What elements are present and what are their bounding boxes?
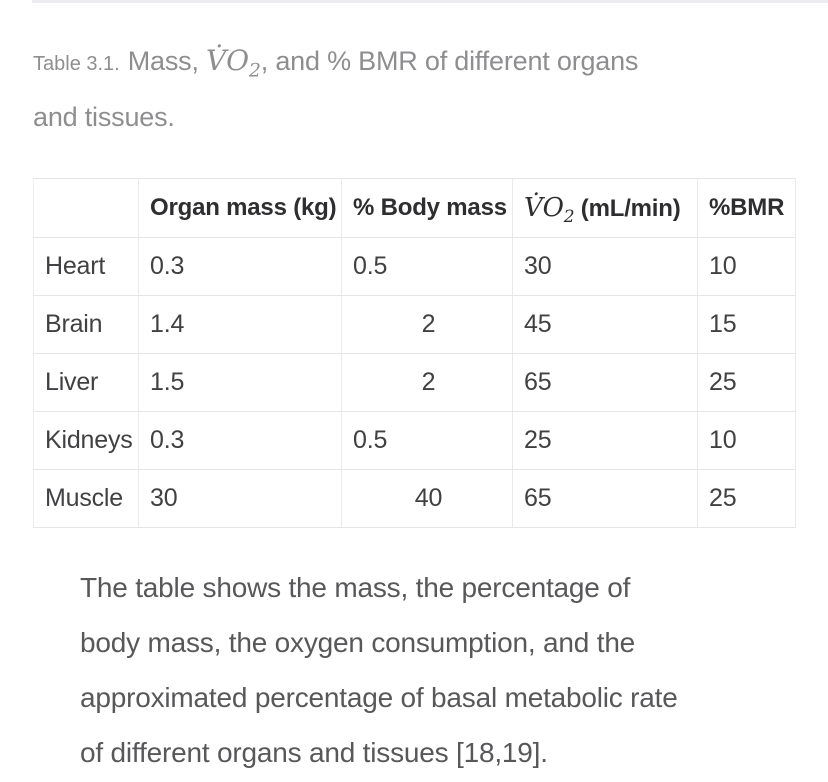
column-header-organ — [33, 178, 139, 238]
vo2-symbol: V̇O2 — [524, 193, 575, 226]
vo2-subscript: 2 — [563, 207, 575, 228]
cell-bmr: 15 — [697, 295, 796, 354]
table-row-brain: Brain 1.4 2 45 15 — [33, 295, 796, 354]
cell-organ: Heart — [33, 237, 139, 296]
paragraph-line: body mass, the oxygen consumption, and t… — [80, 627, 636, 658]
vo2-subscript: 2 — [248, 59, 261, 82]
vo2-unit: (mL/min) — [574, 195, 681, 222]
cell-organ: Kidneys — [33, 411, 139, 470]
table-row-muscle: Muscle 30 40 65 25 — [33, 469, 796, 528]
table-caption-text-1: Mass, — [127, 46, 207, 76]
cell-vo2: 45 — [512, 295, 698, 354]
table-row-liver: Liver 1.5 2 65 25 — [33, 353, 796, 412]
cell-body-mass: 2 — [341, 295, 513, 354]
cell-bmr: 25 — [697, 353, 796, 412]
table-row-kidneys: Kidneys 0.3 0.5 25 10 — [33, 411, 796, 470]
cell-organ-mass: 0.3 — [138, 237, 342, 296]
cell-vo2: 30 — [512, 237, 698, 296]
header-row: Organ mass (kg) % Body mass V̇O2 (mL/min… — [33, 178, 796, 238]
column-header-body-mass: % Body mass — [341, 178, 513, 238]
cell-bmr: 25 — [697, 469, 796, 528]
table-caption-text-2: , and % BMR of different organs — [260, 46, 639, 76]
vo2-symbol: V̇O2 — [206, 44, 261, 80]
vo2-letters: V̇O — [206, 44, 249, 77]
table-caption: Table 3.1. Mass, V̇O2, and % BMR of diffe… — [33, 34, 805, 144]
cell-organ-mass: 30 — [138, 469, 342, 528]
table-caption-label: Table 3.1. — [33, 53, 120, 75]
cell-body-mass: 2 — [341, 353, 513, 412]
paragraph-line: of different organs and tissues [18,19]. — [80, 737, 548, 768]
cell-body-mass: 0.5 — [341, 411, 513, 470]
top-divider — [32, 0, 828, 3]
table-row-heart: Heart 0.3 0.5 30 10 — [33, 237, 796, 296]
body-paragraph: The table shows the mass, the percentage… — [80, 560, 770, 780]
cell-vo2: 25 — [512, 411, 698, 470]
paragraph-line: approximated percentage of basal metabol… — [80, 682, 678, 713]
cell-vo2: 65 — [512, 353, 698, 412]
table-caption-text-3: and tissues. — [33, 102, 175, 132]
cell-body-mass: 40 — [341, 469, 513, 528]
cell-organ-mass: 0.3 — [138, 411, 342, 470]
vo2-letters: V̇O — [524, 193, 564, 223]
column-header-bmr: %BMR — [697, 178, 796, 238]
organ-data-table: Organ mass (kg) % Body mass V̇O2 (mL/min… — [33, 178, 796, 528]
cell-organ: Muscle — [33, 469, 139, 528]
cell-organ-mass: 1.4 — [138, 295, 342, 354]
cell-organ: Liver — [33, 353, 139, 412]
cell-vo2: 65 — [512, 469, 698, 528]
cell-body-mass: 0.5 — [341, 237, 513, 296]
cell-bmr: 10 — [697, 237, 796, 296]
cell-organ-mass: 1.5 — [138, 353, 342, 412]
paragraph-line: The table shows the mass, the percentage… — [80, 572, 631, 603]
cell-organ: Brain — [33, 295, 139, 354]
column-header-vo2: V̇O2 (mL/min) — [512, 178, 698, 238]
column-header-organ-mass: Organ mass (kg) — [138, 178, 342, 238]
cell-bmr: 10 — [697, 411, 796, 470]
